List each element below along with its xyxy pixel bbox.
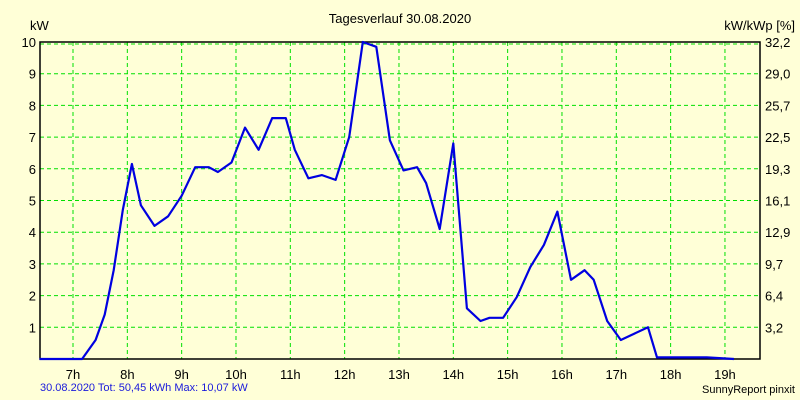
y-tick-left: 3 xyxy=(29,257,36,272)
y-tick-left: 10 xyxy=(22,35,36,50)
x-tick: 17h xyxy=(605,367,627,382)
y-tick-right: 16,1 xyxy=(765,194,790,209)
y-tick-right: 12,9 xyxy=(765,225,790,240)
y-tick-right: 32,2 xyxy=(765,35,790,50)
y-tick-left: 1 xyxy=(29,320,36,335)
x-tick: 9h xyxy=(174,367,188,382)
credit-label: SunnyReport pinxit xyxy=(702,384,795,396)
y-tick-left: 9 xyxy=(29,67,36,82)
x-tick: 13h xyxy=(388,367,410,382)
y-tick-right: 9,7 xyxy=(765,257,783,272)
x-tick: 16h xyxy=(551,367,573,382)
power-line-series xyxy=(39,40,735,361)
y-tick-right: 19,3 xyxy=(765,162,790,177)
y-tick-right: 6,4 xyxy=(765,289,783,304)
y-tick-left: 7 xyxy=(29,130,36,145)
y-tick-left: 4 xyxy=(29,225,36,240)
y-tick-left: 8 xyxy=(29,98,36,113)
x-tick: 12h xyxy=(334,367,356,382)
x-tick: 11h xyxy=(280,367,301,382)
y-tick-left: 2 xyxy=(29,289,36,304)
y-tick-right: 25,7 xyxy=(765,98,790,113)
x-tick: 7h xyxy=(66,367,80,382)
x-tick: 14h xyxy=(442,367,464,382)
y-tick-left: 6 xyxy=(29,162,36,177)
daily-summary: 30.08.2020 Tot: 50,45 kWh Max: 10,07 kW xyxy=(40,382,248,394)
y-tick-right: 22,5 xyxy=(765,130,790,145)
x-tick: 15h xyxy=(497,367,519,382)
y-tick-left: 5 xyxy=(29,194,36,209)
plot-frame xyxy=(39,41,761,360)
x-tick: 19h xyxy=(714,367,736,382)
y-tick-right: 29,0 xyxy=(765,67,790,82)
chart-title: Tagesverlauf 30.08.2020 xyxy=(328,11,472,26)
x-tick: 8h xyxy=(120,367,134,382)
x-tick: 10h xyxy=(225,367,247,382)
right-axis-label: kW/kWp [%] xyxy=(724,18,795,33)
x-tick: 18h xyxy=(660,367,682,382)
left-axis-label: kW xyxy=(30,18,49,33)
y-tick-right: 3,2 xyxy=(765,320,783,335)
